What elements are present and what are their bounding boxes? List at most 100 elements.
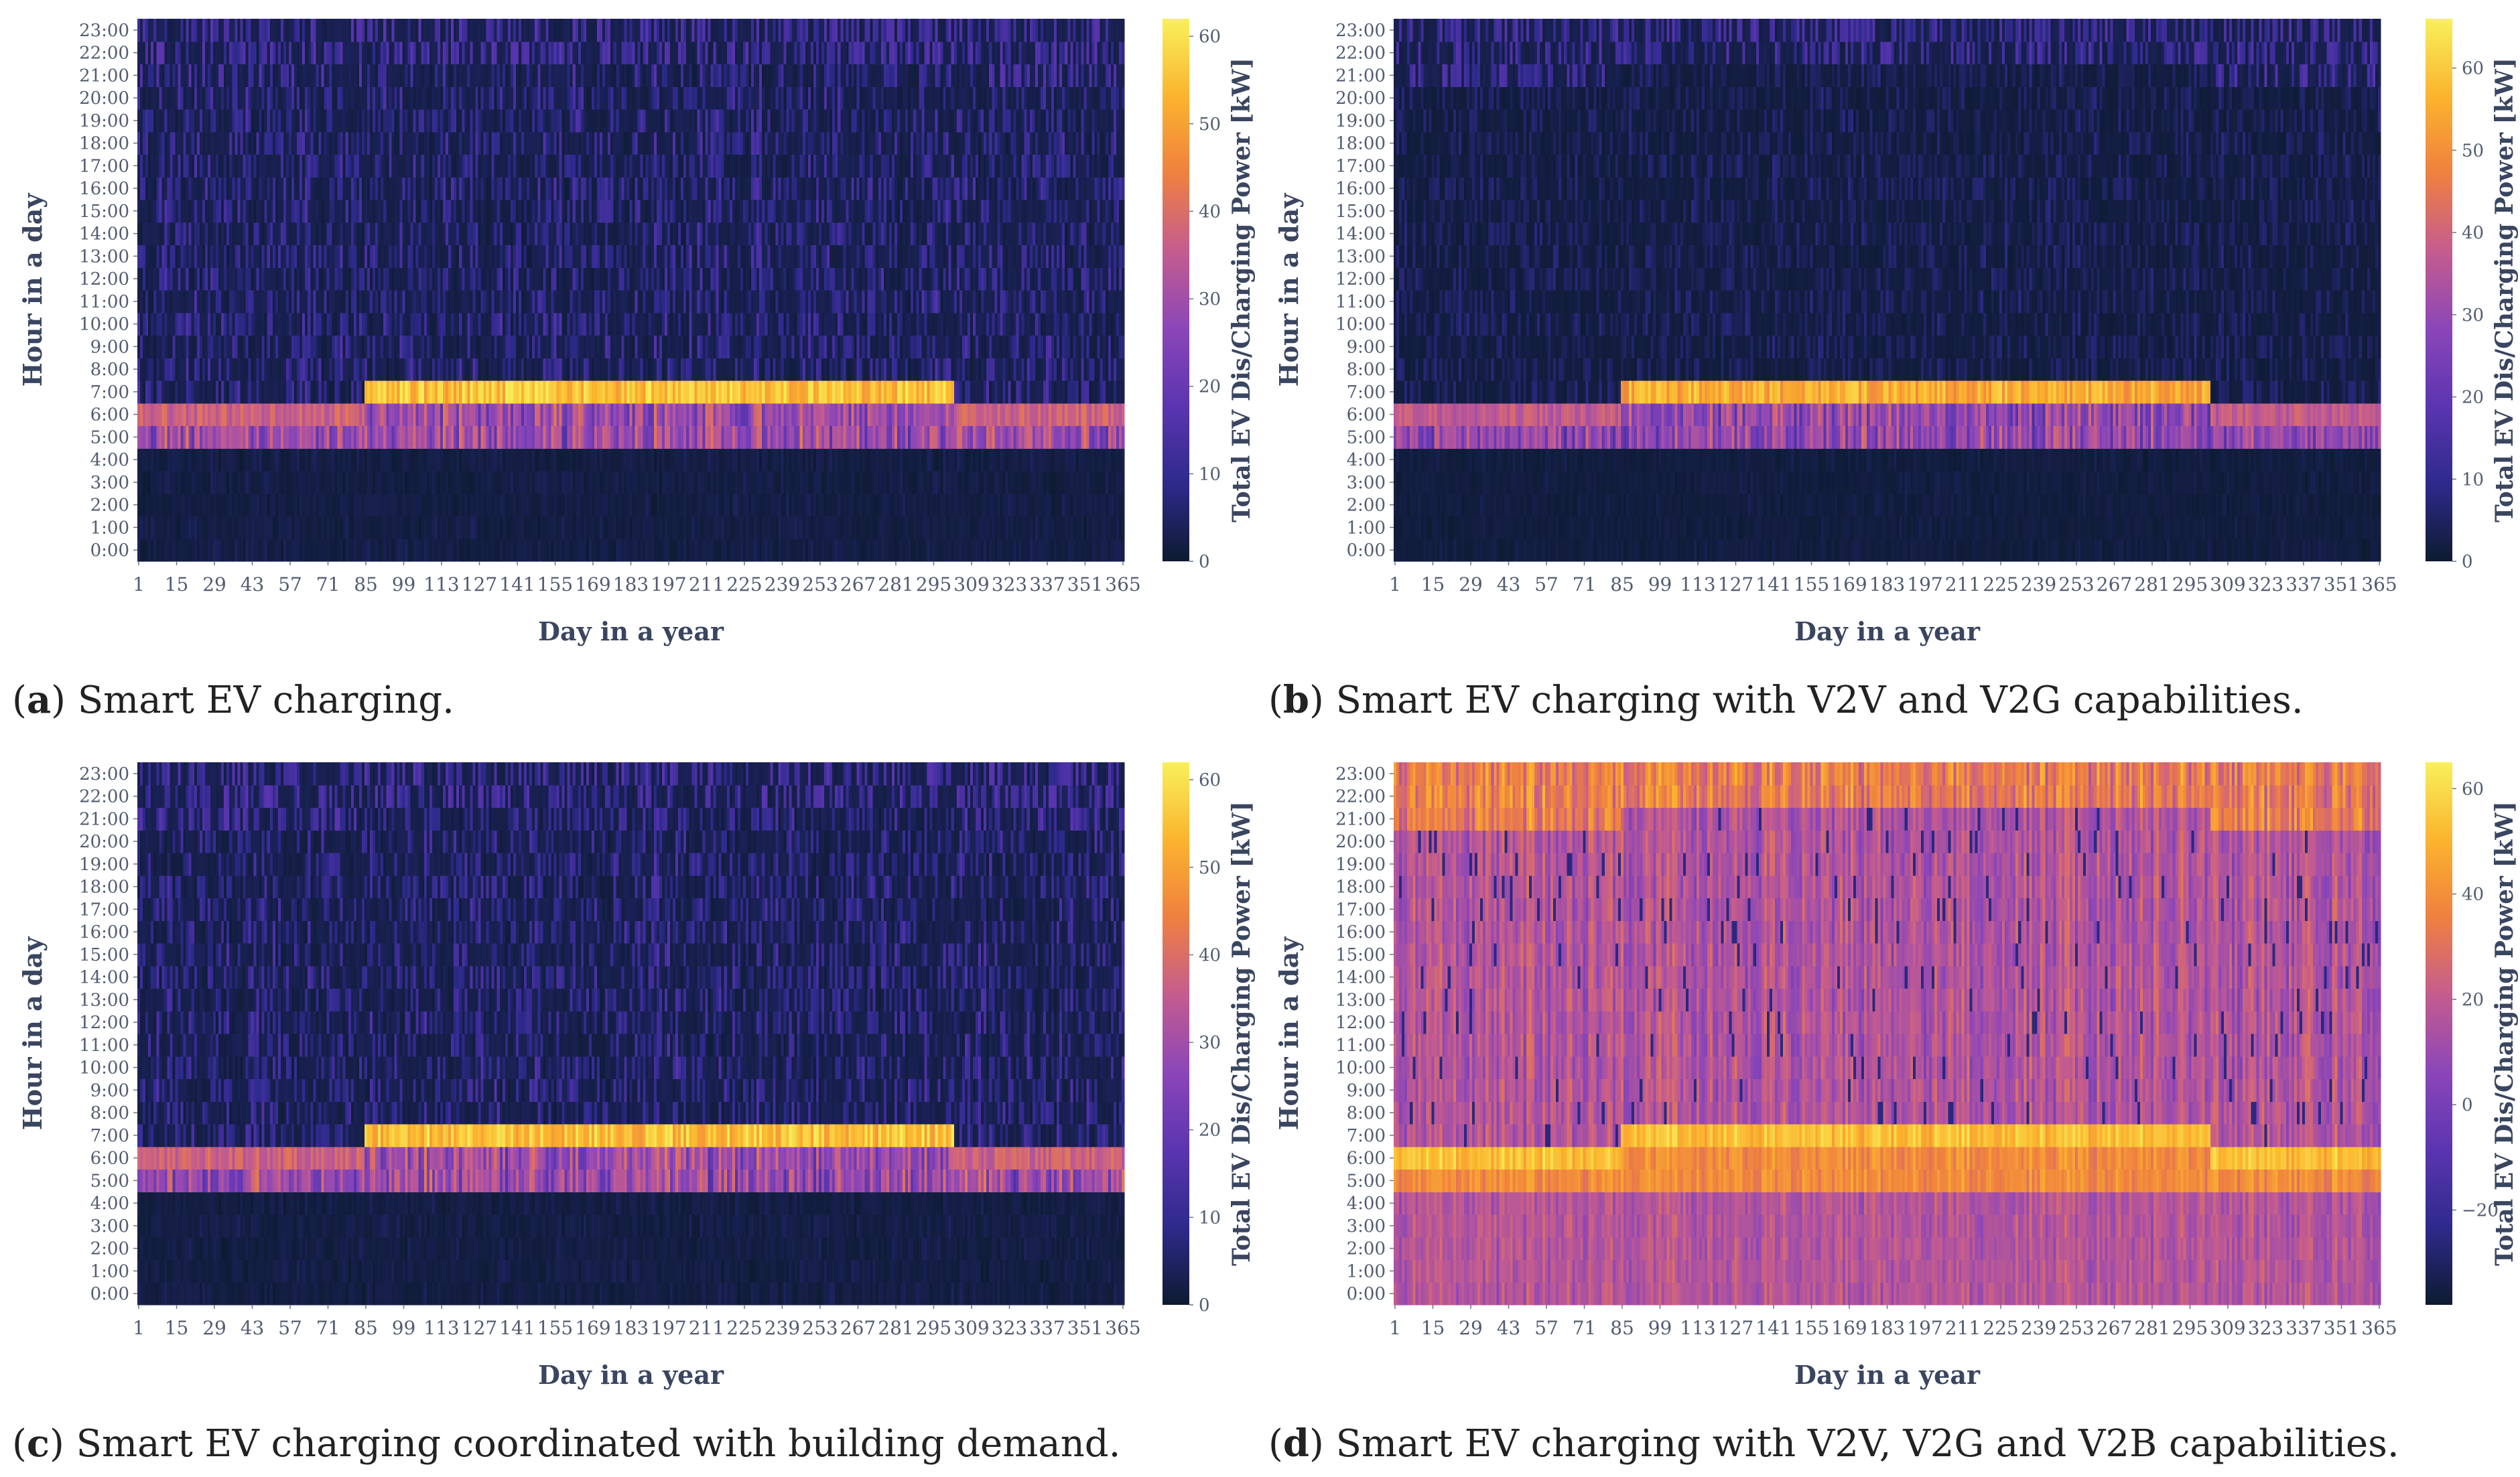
heatmap-cell	[178, 493, 182, 517]
heatmap-cell	[413, 290, 417, 313]
heatmap-cell	[272, 131, 276, 155]
heatmap-cell	[524, 448, 527, 472]
heatmap-cell	[381, 380, 384, 404]
heatmap-cell	[456, 244, 460, 268]
heatmap-cell	[521, 64, 525, 87]
heatmap-cell	[221, 516, 224, 539]
heatmap-cell	[591, 131, 595, 155]
heatmap-cell	[224, 539, 227, 562]
heatmap-cell	[188, 19, 192, 42]
heatmap-cell	[210, 471, 214, 494]
heatmap-cell	[629, 403, 633, 427]
heatmap-cell	[386, 200, 389, 223]
heatmap-cell	[483, 41, 487, 65]
heatmap-cell	[478, 267, 482, 291]
heatmap-cell	[446, 109, 449, 133]
heatmap-cell	[561, 244, 566, 268]
heatmap-cell	[519, 19, 522, 42]
heatmap-cell	[367, 493, 371, 517]
heatmap-cell	[151, 19, 154, 42]
heatmap-cell	[678, 86, 681, 110]
heatmap-cell	[342, 493, 346, 517]
heatmap-cell	[600, 312, 603, 336]
heatmap-cell	[183, 177, 187, 200]
heatmap-cell	[291, 312, 295, 336]
heatmap-cell	[551, 380, 555, 404]
heatmap-cell	[389, 244, 392, 268]
heatmap-cell	[191, 244, 195, 268]
heatmap-cell	[543, 471, 546, 494]
heatmap-cell	[397, 380, 401, 404]
heatmap-cell	[643, 493, 647, 517]
heatmap-cell	[405, 471, 409, 494]
heatmap-cell	[240, 448, 243, 472]
heatmap-cell	[502, 403, 506, 427]
heatmap-cell	[470, 177, 474, 200]
heatmap-cell	[594, 380, 598, 404]
heatmap-cell	[196, 109, 200, 133]
heatmap-cell	[277, 493, 281, 517]
heatmap-cell	[667, 177, 671, 200]
heatmap-cell	[342, 358, 346, 381]
heatmap-cell	[191, 64, 195, 87]
heatmap-cell	[548, 290, 552, 313]
heatmap-cell	[156, 539, 159, 562]
heatmap-cell	[405, 154, 409, 178]
heatmap-cell	[235, 539, 238, 562]
heatmap-cell	[605, 131, 608, 155]
heatmap-cell	[207, 380, 211, 404]
heatmap-cell	[240, 41, 243, 65]
heatmap-cell	[432, 516, 436, 539]
heatmap-cell	[237, 425, 241, 449]
heatmap-cell	[437, 493, 441, 517]
heatmap-cell	[426, 109, 430, 133]
heatmap-cell	[329, 516, 333, 539]
heatmap-cell	[621, 425, 625, 449]
heatmap-cell	[318, 86, 322, 110]
heatmap-cell	[510, 19, 514, 42]
heatmap-cell	[472, 448, 476, 472]
heatmap-cell	[386, 471, 389, 494]
heatmap-cell	[161, 244, 165, 268]
heatmap-cell	[240, 267, 243, 291]
heatmap-cell	[643, 539, 647, 562]
heatmap-cell	[653, 267, 657, 291]
heatmap-cell	[645, 425, 649, 449]
heatmap-cell	[556, 19, 560, 42]
heatmap-cell	[475, 86, 479, 110]
heatmap-cell	[661, 358, 665, 381]
heatmap-cell	[529, 19, 533, 42]
heatmap-cell	[218, 471, 222, 494]
heatmap-cell	[261, 403, 265, 427]
heatmap-cell	[358, 403, 362, 427]
heatmap-cell	[567, 448, 571, 472]
heatmap-cell	[218, 154, 222, 178]
heatmap-cell	[237, 312, 241, 336]
heatmap-cell	[626, 539, 631, 562]
heatmap-cell	[204, 290, 208, 313]
heatmap-cell	[353, 493, 357, 517]
heatmap-cell	[340, 267, 344, 291]
heatmap-cell	[418, 335, 422, 358]
heatmap-cell	[324, 222, 328, 246]
heatmap-cell	[621, 403, 625, 427]
heatmap-cell	[175, 154, 179, 178]
heatmap-cell	[248, 154, 252, 178]
heatmap-cell	[277, 222, 281, 246]
heatmap-cell	[394, 109, 398, 133]
heatmap-cell	[561, 154, 566, 178]
heatmap-cell	[391, 425, 395, 449]
heatmap-cell	[570, 471, 574, 494]
heatmap-cell	[440, 109, 444, 133]
heatmap-cell	[186, 267, 190, 291]
heatmap-cell	[602, 516, 606, 539]
heatmap-cell	[267, 312, 271, 336]
heatmap-cell	[356, 312, 360, 336]
heatmap-cell	[410, 154, 414, 178]
heatmap-cell	[437, 154, 441, 178]
heatmap-cell	[664, 19, 668, 42]
heatmap-cell	[537, 539, 541, 562]
heatmap-cell	[545, 471, 549, 494]
heatmap-cell	[608, 200, 611, 223]
heatmap-cell	[486, 380, 490, 404]
